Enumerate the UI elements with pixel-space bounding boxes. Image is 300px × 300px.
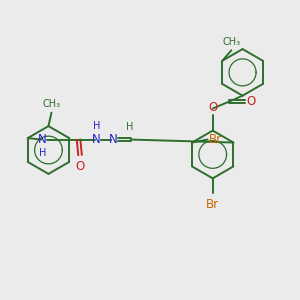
Text: N: N — [38, 133, 47, 146]
Text: CH₃: CH₃ — [222, 37, 240, 47]
Text: N: N — [109, 133, 117, 146]
Text: H: H — [93, 121, 100, 131]
Text: O: O — [208, 100, 217, 114]
Text: H: H — [126, 122, 133, 132]
Text: N: N — [92, 133, 101, 146]
Text: CH₃: CH₃ — [42, 99, 61, 109]
Text: Br: Br — [206, 198, 219, 211]
Text: H: H — [39, 148, 46, 158]
Text: Br: Br — [209, 133, 222, 146]
Text: O: O — [246, 95, 255, 108]
Text: O: O — [75, 160, 85, 172]
